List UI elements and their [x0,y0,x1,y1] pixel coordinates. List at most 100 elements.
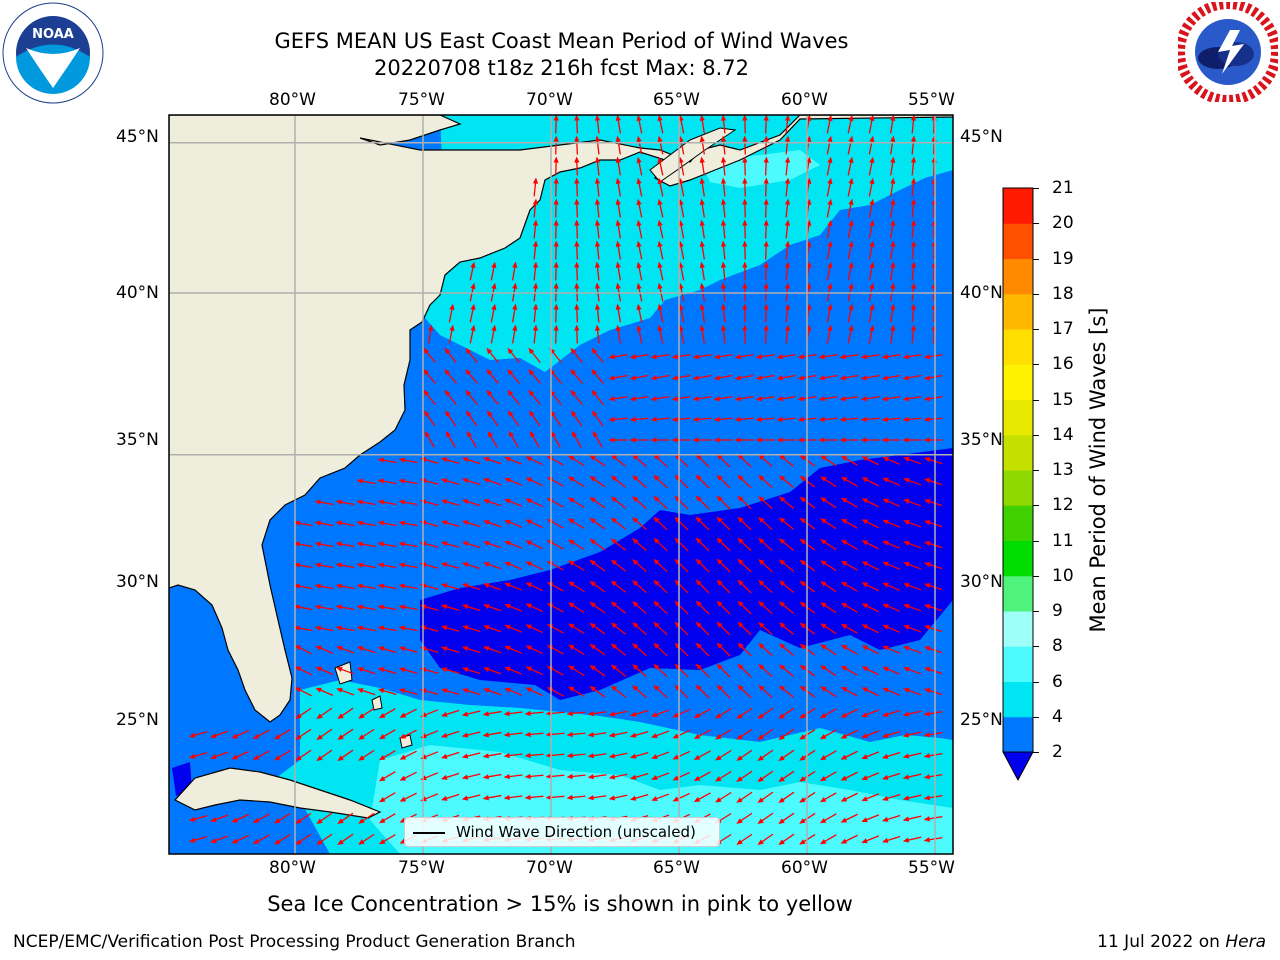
wave-direction-arrow [713,437,733,443]
colorbar-extend-arrow [1002,751,1034,782]
wave-direction-arrow [924,583,943,591]
wave-direction-arrow [356,520,376,527]
wave-direction-arrow [525,603,543,613]
lat-label-left-0: 45°N [116,127,159,147]
wave-direction-arrow [461,667,481,675]
wave-direction-arrow [861,624,879,634]
wave-direction-arrow [483,562,502,570]
wave-direction-arrow [440,562,460,569]
wave-direction-arrow [315,666,334,675]
colorbar-tick-label: 6 [1052,671,1063,692]
wave-direction-arrow [398,457,418,464]
wave-direction-arrow [632,685,647,699]
colorbar-segment [1003,258,1033,295]
wave-direction-arrow [608,731,628,738]
wave-direction-arrow [525,645,543,655]
wave-direction-arrow [356,541,376,548]
wave-direction-arrow [758,537,773,552]
wave-direction-arrow [335,499,355,506]
wave-direction-arrow [736,833,753,845]
wave-direction-arrow [692,354,712,360]
wave-direction-arrow [784,324,791,344]
wave-direction-arrow [819,834,837,845]
wave-direction-arrow [742,324,748,344]
wave-direction-arrow [357,688,376,696]
wave-direction-arrow [671,354,691,360]
wave-direction-arrow [653,642,668,657]
land-bahamas [334,661,413,749]
wave-direction-arrow [423,389,436,406]
wave-direction-arrow [592,430,603,448]
wave-direction-arrow [742,240,748,260]
wave-direction-arrow [589,664,606,677]
wave-direction-arrow [763,198,769,218]
wave-direction-arrow [440,730,460,738]
wave-direction-arrow [483,667,502,675]
wave-direction-arrow [820,560,837,572]
wave-direction-arrow [868,219,875,239]
wave-direction-arrow [378,750,396,761]
wave-direction-arrow [763,219,769,239]
wave-direction-arrow [903,688,922,696]
wave-direction-arrow [629,710,649,717]
wave-direction-arrow [840,602,858,613]
wave-direction-arrow [651,730,670,738]
wave-direction-arrow [757,791,774,804]
wave-direction-arrow [736,770,753,782]
wave-direction-arrow [632,601,647,615]
wave-direction-arrow [742,115,748,134]
wave-direction-arrow [608,374,628,381]
wave-direction-arrow [720,261,727,281]
legend-line-icon [413,832,445,834]
wave-direction-arrow [910,115,917,134]
wave-direction-arrow [651,772,670,780]
colorbar-tick-mark [1033,364,1039,366]
wave-direction-arrow [820,518,837,530]
wave-direction-arrow [483,646,502,654]
wave-direction-arrow [716,474,731,489]
wave-direction-arrow [799,475,816,488]
wave-direction-arrow [335,625,355,632]
colorbar-tick-label: 16 [1052,354,1074,375]
wave-direction-arrow [720,115,727,134]
wave-direction-arrow [910,303,917,323]
colorbar-segment [1003,470,1033,506]
wave-direction-arrow [890,156,896,176]
wave-direction-arrow [231,750,250,760]
wave-direction-arrow [487,430,498,448]
wave-direction-arrow [440,793,460,801]
wave-direction-arrow [758,684,773,699]
wave-direction-arrow [847,324,854,344]
wave-direction-arrow [674,579,689,594]
wave-direction-arrow [776,354,796,360]
wave-direction-arrow [316,749,333,762]
wave-direction-arrow [568,497,585,509]
wave-direction-arrow [763,324,769,344]
wave-direction-arrow [861,772,880,781]
wave-direction-arrow [568,665,585,677]
wave-direction-arrow [882,477,901,486]
wave-direction-arrow [553,177,559,197]
wave-direction-arrow [188,836,208,843]
wave-direction-arrow [923,710,943,717]
wave-direction-arrow [797,374,817,381]
wave-direction-arrow [570,410,583,427]
wave-direction-arrow [608,416,628,422]
wave-direction-arrow [758,495,773,510]
wave-direction-arrow [504,666,523,675]
wave-direction-arrow [378,729,396,740]
wave-direction-arrow [610,559,627,572]
wave-direction-arrow [461,562,481,570]
wave-direction-arrow [923,836,943,843]
wave-direction-arrow [503,710,523,717]
wave-direction-arrow [483,520,502,528]
wave-direction-arrow [653,495,668,510]
wave-direction-arrow [882,645,901,654]
wave-direction-arrow [881,793,901,801]
wave-direction-arrow [923,374,943,381]
wave-direction-arrow [840,539,858,550]
wave-direction-arrow [820,497,837,509]
wave-direction-arrow [653,537,668,552]
wave-direction-arrow [294,666,312,676]
wave-direction-arrow [615,135,622,155]
